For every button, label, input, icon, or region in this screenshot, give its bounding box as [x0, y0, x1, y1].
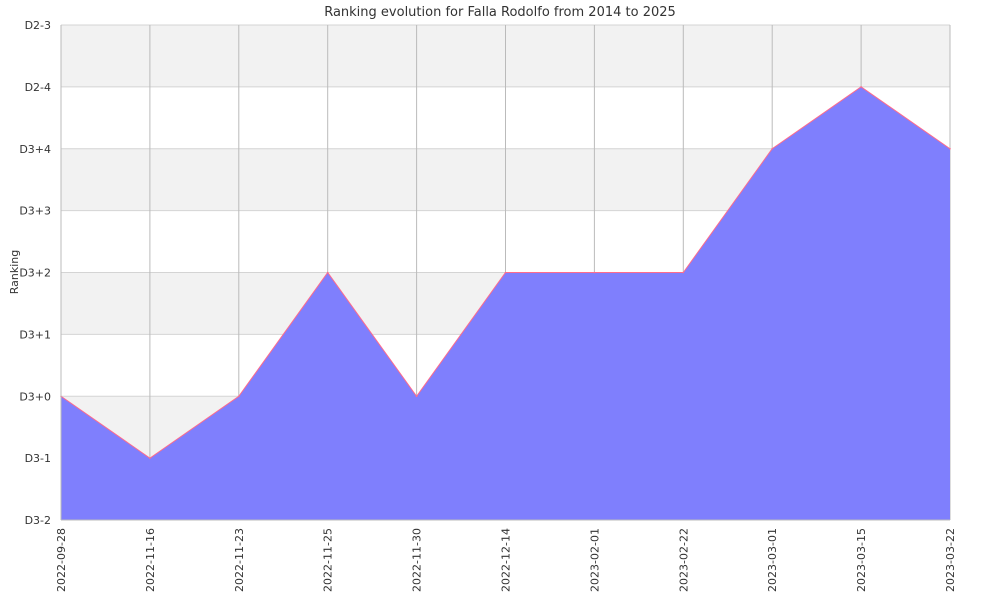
- y-axis-label: Ranking: [8, 250, 21, 295]
- series-layer: [60, 25, 951, 521]
- x-tick-label: 2023-03-15: [855, 528, 868, 592]
- data-point: [149, 457, 151, 459]
- data-point: [415, 395, 418, 398]
- x-tick-label: 2023-02-01: [588, 528, 601, 592]
- y-tick-label: D3-1: [25, 452, 51, 465]
- data-point: [860, 86, 862, 88]
- x-tick-label: 2022-09-28: [55, 528, 68, 592]
- x-tick-label: 2023-03-01: [766, 528, 779, 592]
- y-tick-label: D2-4: [25, 81, 51, 94]
- y-tick-label: D2-3: [25, 19, 51, 32]
- data-point: [949, 147, 951, 150]
- data-point: [504, 271, 507, 274]
- y-tick-label: D3+4: [19, 143, 51, 156]
- data-point: [593, 271, 596, 274]
- y-tick-label: D3+1: [19, 328, 51, 341]
- data-point: [682, 271, 685, 274]
- x-tick-label: 2022-11-23: [233, 528, 246, 592]
- y-tick-label: D3-2: [25, 514, 51, 527]
- x-tick-labels: 2022-09-28 2022-11-16 2022-11-23 2022-11-25…: [55, 528, 957, 592]
- y-tick-label: D3+2: [19, 267, 51, 280]
- data-point: [771, 147, 773, 150]
- data-point: [238, 395, 240, 398]
- x-tick-label: 2023-02-22: [677, 528, 690, 592]
- x-tick-label: 2022-12-14: [500, 528, 513, 592]
- x-tick-label: 2022-11-30: [411, 528, 424, 592]
- y-tick-label: D3+3: [19, 205, 51, 218]
- x-tick-label: 2022-11-25: [322, 528, 335, 592]
- x-tick-label: 2023-03-22: [944, 528, 957, 592]
- y-tick-label: D3+0: [19, 390, 51, 403]
- x-tick-label: 2022-11-16: [144, 528, 157, 592]
- y-tick-labels: D3-2 D3-1 D3+0 D3+1 D3+2 D3+3 D3+4 D2-4 D2-3: [19, 19, 51, 527]
- area-fill: [61, 86, 950, 520]
- data-point: [326, 271, 329, 274]
- chart-title: Ranking evolution for Falla Rodolfo from…: [324, 5, 676, 20]
